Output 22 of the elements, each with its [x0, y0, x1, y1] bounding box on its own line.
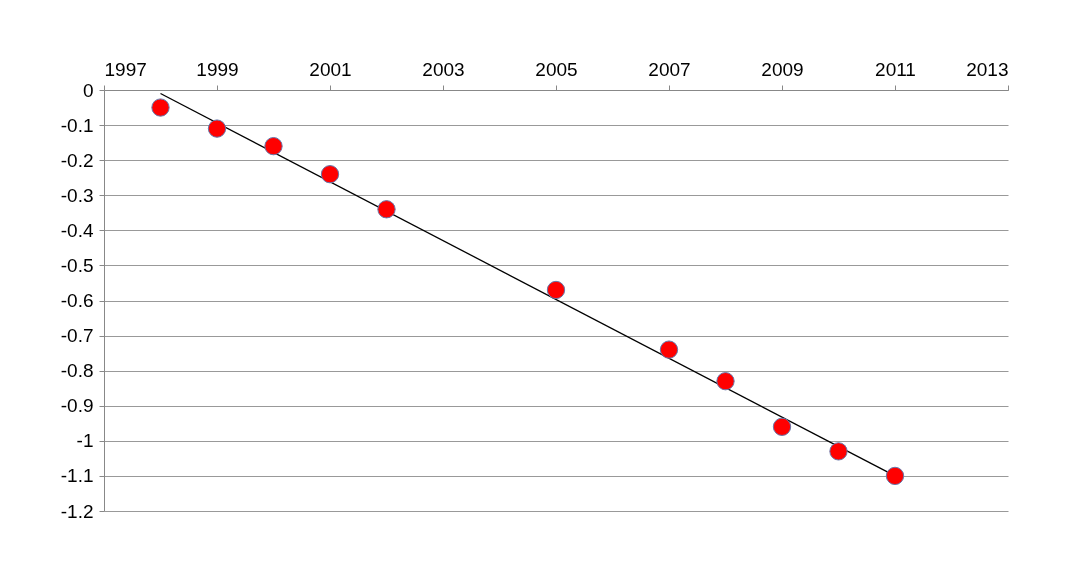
x-tick-label: 2013: [966, 58, 1009, 80]
x-tick-label: 2005: [535, 58, 578, 80]
y-tick-label: -0.5: [60, 254, 94, 276]
y-tick-label: -0.7: [60, 325, 94, 347]
x-tick-label: 2003: [422, 58, 465, 80]
y-tick-label: -1: [76, 430, 94, 452]
y-tick-label: 0: [82, 79, 94, 101]
y-tick-label: -0.3: [60, 184, 94, 206]
x-tick-label: 2007: [648, 58, 691, 80]
y-tick-label: -0.9: [60, 395, 94, 417]
y-tick-label: -0.4: [60, 219, 94, 241]
x-tick-label: 2009: [761, 58, 804, 80]
x-tick-label: 1999: [196, 58, 239, 80]
y-tick-label: -1.2: [60, 500, 94, 522]
y-tick-label: -0.8: [60, 360, 94, 382]
x-tick-label: 2011: [875, 58, 916, 80]
y-tick-label: -0.6: [60, 290, 94, 311]
x-tick-label: 1997: [104, 58, 147, 80]
y-tick-label: -1.1: [60, 465, 94, 487]
y-tick-label: -0.1: [60, 114, 94, 136]
y-tick-label: -0.2: [60, 149, 94, 171]
x-tick-label: 2001: [309, 58, 352, 80]
